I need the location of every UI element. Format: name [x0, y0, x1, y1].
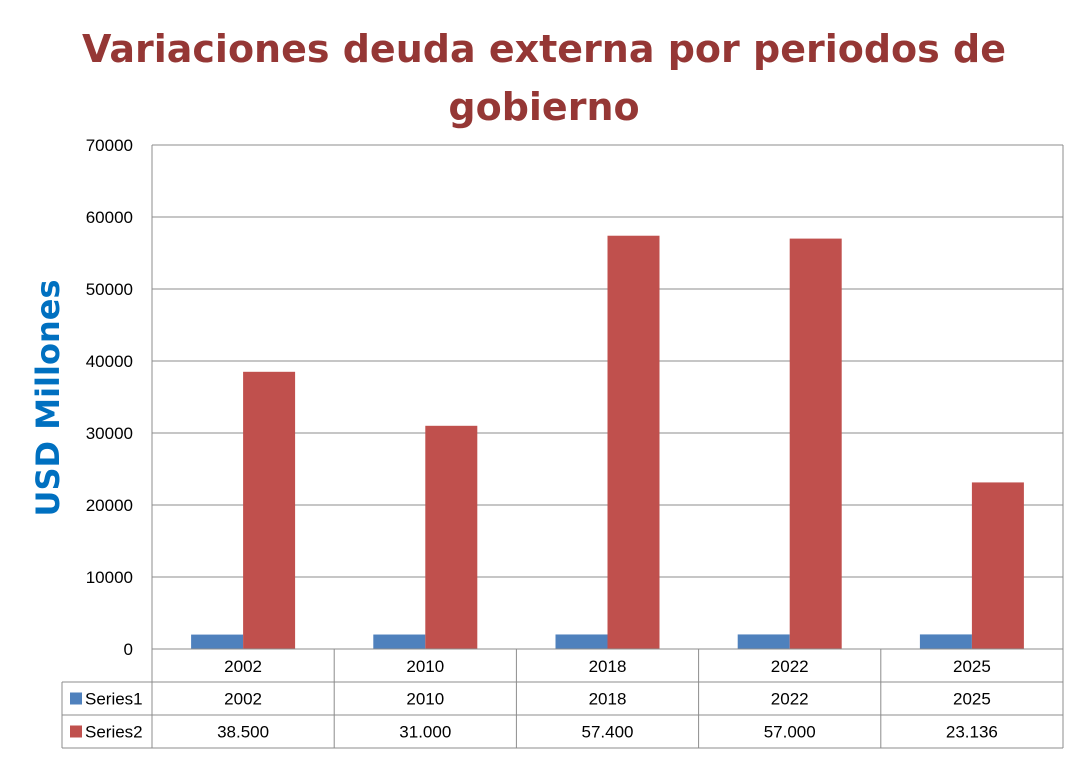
- y-tick-label: 40000: [86, 352, 133, 371]
- bar-series2-2018: [607, 235, 660, 649]
- bar-series2-2022: [789, 238, 842, 649]
- data-label-series2: 23.136: [946, 723, 998, 742]
- chart-title-line-1: Variaciones deuda externa por periodos d…: [82, 27, 1006, 71]
- legend-key-series2: [70, 725, 82, 738]
- data-label-series2: 31.000: [399, 723, 451, 742]
- data-label-series1: 2025: [953, 690, 991, 709]
- data-label-series2: 57.400: [582, 723, 634, 742]
- bar-series1-2010: [373, 634, 426, 649]
- legend-label-series1: Series1: [85, 690, 143, 709]
- chart-title-line-2: gobierno: [448, 85, 640, 129]
- y-tick-label: 30000: [86, 424, 133, 443]
- x-tick-label: 2018: [589, 657, 627, 676]
- chart-title: Variaciones deuda externa por periodos d…: [0, 20, 1088, 136]
- x-tick-label: 2022: [771, 657, 809, 676]
- legend-label-series2: Series2: [85, 723, 143, 742]
- y-tick-label: 70000: [86, 136, 133, 155]
- bar-series1-2025: [919, 634, 972, 649]
- data-label-series2: 38.500: [217, 723, 269, 742]
- x-tick-label: 2002: [224, 657, 262, 676]
- bar-series2-2010: [425, 425, 478, 649]
- data-label-series1: 2018: [589, 690, 627, 709]
- y-tick-label: 10000: [86, 568, 133, 587]
- data-label-series1: 2022: [771, 690, 809, 709]
- data-label-series1: 2002: [224, 690, 262, 709]
- y-tick-label: 0: [124, 640, 133, 659]
- bar-series2-2025: [971, 482, 1024, 649]
- bar-series1-2022: [737, 634, 790, 649]
- x-tick-label: 2025: [953, 657, 991, 676]
- bar-series1-2002: [191, 634, 244, 649]
- data-label-series2: 57.000: [764, 723, 816, 742]
- y-tick-label: 20000: [86, 496, 133, 515]
- x-tick-label: 2010: [406, 657, 444, 676]
- y-tick-label: 50000: [86, 280, 133, 299]
- bar-series2-2002: [243, 371, 296, 649]
- data-label-series1: 2010: [406, 690, 444, 709]
- legend-key-series1: [70, 692, 82, 705]
- bar-series1-2018: [555, 634, 608, 649]
- y-tick-label: 60000: [86, 208, 133, 227]
